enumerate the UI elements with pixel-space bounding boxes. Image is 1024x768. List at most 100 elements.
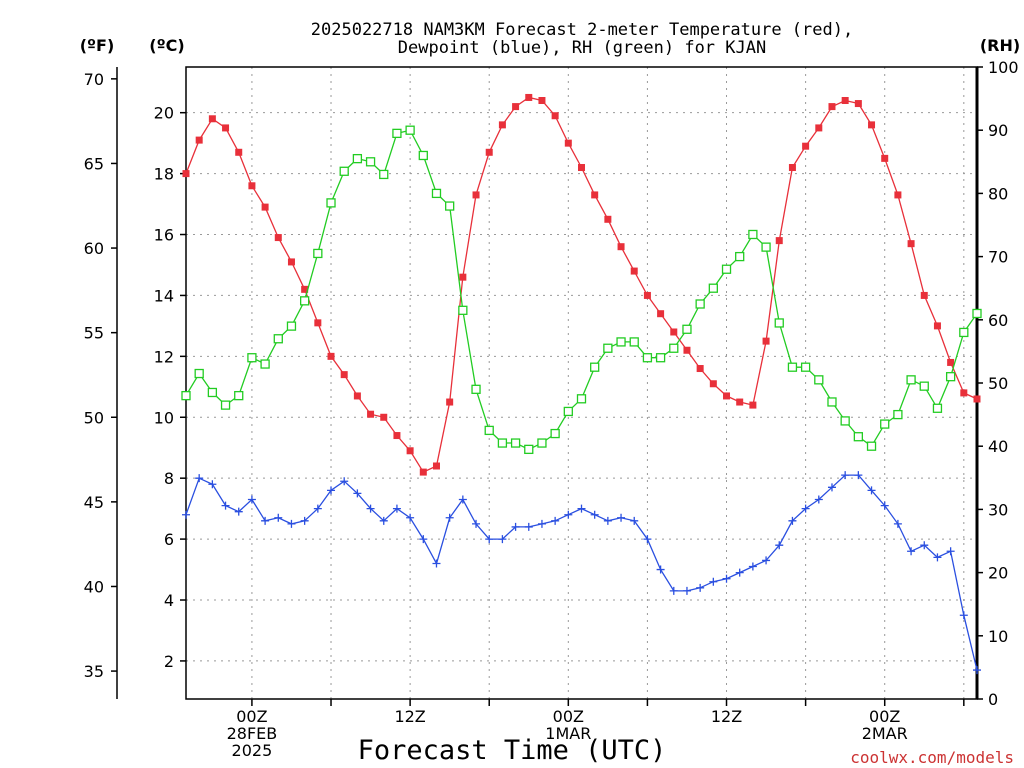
data-point	[353, 489, 362, 498]
celsius-tick-label: 8	[164, 469, 174, 488]
data-point	[207, 387, 218, 398]
fahrenheit-tick-label: 70	[84, 70, 104, 89]
data-point	[313, 248, 323, 259]
fahrenheit-tick-label: 40	[84, 577, 104, 596]
data-point	[485, 148, 493, 156]
celsius-tick-label: 12	[154, 347, 174, 366]
data-point	[472, 191, 480, 199]
data-point	[946, 547, 955, 556]
data-point	[629, 337, 639, 347]
data-point	[591, 191, 599, 199]
data-point	[748, 562, 757, 571]
data-point	[274, 234, 282, 242]
data-point	[748, 229, 758, 240]
data-point	[973, 666, 981, 675]
data-point	[683, 346, 691, 354]
plot-frame	[185, 66, 978, 700]
data-point	[551, 516, 560, 525]
data-point	[828, 103, 836, 111]
data-point	[564, 139, 572, 147]
series-line	[185, 474, 978, 671]
data-point	[893, 409, 903, 420]
data-point	[379, 516, 388, 525]
data-point	[907, 240, 915, 248]
data-point	[749, 401, 757, 409]
data-point	[431, 188, 442, 199]
data-point	[775, 237, 783, 245]
data-point	[537, 438, 547, 448]
data-point	[497, 438, 508, 448]
data-point	[286, 321, 297, 331]
celsius-unit-label: (ºC)	[149, 36, 184, 55]
data-point	[577, 504, 586, 513]
data-point	[815, 124, 823, 132]
rh-unit-label: (RH)	[980, 36, 1020, 55]
data-point	[920, 541, 929, 550]
data-point	[880, 419, 890, 429]
data-point	[669, 586, 678, 595]
data-point	[973, 395, 981, 403]
data-point	[367, 410, 375, 418]
rh-tick-label: 10	[988, 627, 1008, 646]
credit-text: coolwx.com/models	[850, 748, 1014, 767]
data-point	[655, 353, 666, 363]
celsius-tick-label: 20	[154, 104, 174, 123]
data-point	[787, 362, 798, 372]
data-point	[880, 501, 889, 510]
data-point	[274, 513, 283, 522]
series-dewpoint	[182, 471, 981, 675]
data-point	[670, 328, 678, 336]
data-point	[933, 553, 942, 562]
data-point	[406, 513, 415, 522]
data-point	[458, 305, 468, 315]
data-point	[841, 97, 849, 105]
data-point	[498, 535, 507, 544]
celsius-tick-label: 14	[154, 286, 174, 305]
data-point	[524, 444, 534, 455]
x-tick-label: 2MAR	[862, 724, 908, 743]
data-point	[616, 337, 626, 347]
title-line: 2025022718 NAM3KM Forecast 2-meter Tempe…	[311, 20, 853, 40]
fahrenheit-tick-label: 50	[84, 408, 104, 427]
data-point	[709, 380, 717, 388]
data-point	[208, 480, 217, 489]
data-point	[220, 400, 231, 410]
data-point	[445, 513, 454, 522]
data-point	[353, 392, 361, 400]
fahrenheit-tick-label: 65	[84, 154, 104, 173]
data-point	[247, 353, 257, 363]
data-point	[800, 362, 811, 372]
data-point	[867, 486, 876, 495]
data-point	[313, 504, 322, 513]
data-point	[314, 319, 322, 327]
data-point	[181, 390, 191, 401]
series-rh	[181, 125, 982, 455]
data-point	[195, 136, 203, 144]
data-point	[208, 115, 216, 123]
data-point	[932, 403, 943, 413]
data-point	[774, 318, 784, 328]
data-point	[247, 495, 256, 504]
rh-tick-label: 20	[988, 564, 1008, 583]
celsius-tick-label: 2	[164, 652, 174, 671]
series-line	[185, 96, 978, 473]
data-point	[340, 477, 349, 486]
data-point	[827, 397, 837, 407]
data-point	[945, 372, 956, 382]
data-point	[959, 327, 969, 338]
data-point	[222, 124, 230, 132]
data-point	[510, 438, 521, 448]
data-point	[472, 519, 481, 528]
data-point	[947, 358, 955, 366]
data-point	[643, 535, 652, 544]
data-point	[881, 154, 889, 162]
data-point	[617, 513, 626, 522]
fahrenheit-unit-label: (ºF)	[80, 36, 115, 55]
rh-tick-label: 70	[988, 248, 1008, 267]
rh-tick-label: 40	[988, 437, 1008, 456]
data-point	[853, 432, 863, 442]
data-point	[868, 121, 876, 129]
data-point	[736, 398, 744, 406]
data-point	[339, 166, 349, 176]
